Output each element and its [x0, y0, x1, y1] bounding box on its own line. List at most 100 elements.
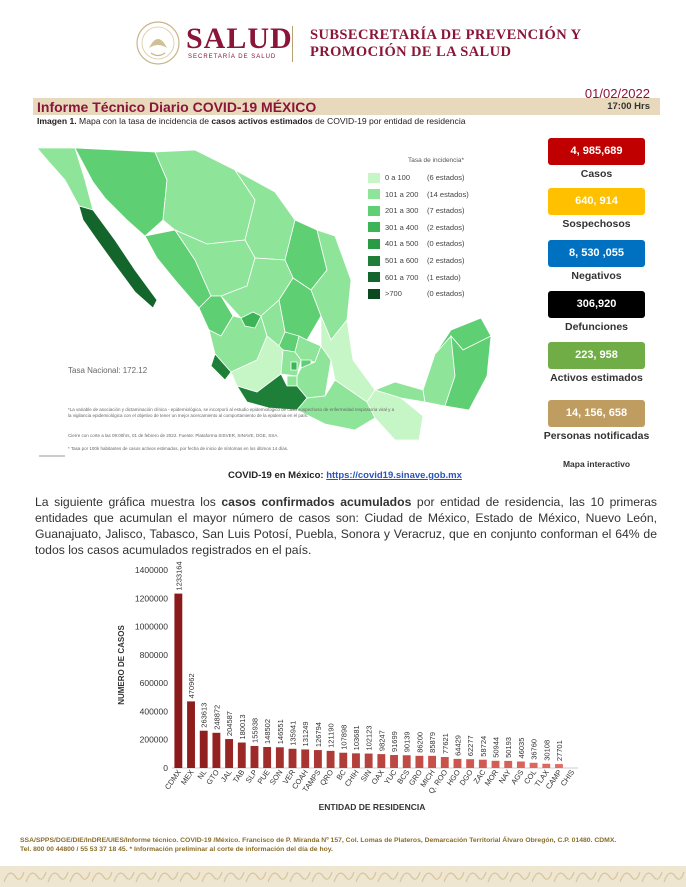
stat-label: Casos: [580, 168, 613, 180]
legend-range: 601 a 700: [385, 272, 419, 282]
bar-value-label: 135941: [289, 721, 298, 746]
x-tick-label: CHIS: [559, 768, 577, 788]
chart-bar: [199, 730, 208, 768]
y-tick-label: 0: [163, 763, 168, 773]
footer-line-2: Tel. 800 00 44800 / 55 53 37 18 45. * In…: [20, 846, 333, 853]
stat-value: 223, 958: [548, 342, 645, 369]
chart-bar: [453, 758, 462, 768]
legend-swatch: [368, 172, 380, 183]
bar-value-label: 90139: [403, 731, 412, 752]
mexico-incidence-map[interactable]: [35, 140, 540, 460]
legend-count: (0 estados): [427, 289, 465, 299]
legend-row: 501 a 600 (2 estados): [368, 254, 465, 267]
chart-bar: [529, 762, 538, 768]
legend-range: 0 a 100: [385, 173, 411, 182]
x-tick-label: JAL: [219, 768, 234, 784]
cases-by-state-chart: 0 200000 400000 600000 800000 1000000 1200000 1…: [117, 561, 578, 812]
map-state-mor[interactable]: [286, 375, 298, 387]
map-state-bcs[interactable]: [78, 205, 158, 309]
x-tick-label: OAX: [370, 768, 386, 786]
map-state-col[interactable]: [210, 353, 232, 381]
legend-range: >700: [385, 289, 402, 299]
chart-bar: [390, 755, 398, 768]
footer-line-1: SSA/SPPS/DGE/DIE/InDRE/UIES/Informe técn…: [20, 837, 617, 844]
legend-swatch: [368, 205, 380, 216]
map-state-cdmx[interactable]: [290, 361, 298, 371]
legend-range: 401 a 500: [385, 239, 419, 249]
legend-row: 201 a 300 (7 estados): [368, 204, 465, 217]
legend-range: 501 a 600: [385, 256, 419, 265]
bar-value-label: 64429: [453, 735, 462, 756]
chart-bar: [491, 760, 500, 768]
map-state-chih[interactable]: [154, 149, 256, 245]
chart-bar: [428, 755, 437, 768]
legend-row: 601 a 700 (1 estado): [368, 271, 461, 284]
chart-bar: [263, 746, 272, 768]
stat-value: 306,920: [548, 291, 645, 318]
chart-bars: 1233164 470962 263613 248872 204587 180013 155…: [174, 561, 564, 768]
map-state-ags[interactable]: [240, 311, 262, 329]
subsecretaria-title: SUBSECRETARÍA DE PREVENCIÓN Y PROMOCIÓN …: [310, 27, 600, 61]
chart-bar: [478, 759, 487, 768]
chart-bar: [402, 755, 411, 768]
chart-bar: [504, 760, 513, 768]
report-title: Informe Técnico Diario COVID-19 MÉXICO: [37, 99, 317, 115]
tasa-nacional: Tasa Nacional: 172.12: [68, 366, 148, 375]
chart-bar: [237, 742, 246, 768]
x-tick-label: QRO: [318, 768, 335, 787]
y-tick-label: 800000: [140, 650, 169, 660]
y-tick-label: 400000: [140, 706, 169, 716]
legend-count: (7 estados): [427, 206, 465, 216]
subsecretaria-line1: SUBSECRETARÍA DE PREVENCIÓN Y: [310, 27, 582, 43]
legend-swatch: [368, 238, 380, 249]
bar-value-label: 98247: [377, 730, 386, 751]
bar-value-label: 146551: [276, 719, 285, 744]
legend-swatch: [368, 288, 380, 299]
chart-bar: [313, 750, 322, 768]
covid-link[interactable]: https://covid19.sinave.gob.mx: [326, 470, 462, 481]
chart-bar: [275, 747, 284, 768]
chart-bar: [288, 748, 297, 768]
chart-bar: [466, 759, 475, 768]
legend-row: 0 a 100 (6 estados): [368, 171, 465, 184]
bar-value-label: 27701: [555, 740, 564, 761]
stat-value: 640, 914: [548, 188, 645, 215]
chart-x-label: ENTIDAD DE RESIDENCIA: [319, 802, 426, 812]
chart-bar: [225, 739, 234, 768]
chart-bar: [542, 763, 551, 768]
y-tick-label: 600000: [140, 678, 169, 688]
legend-count: (2 estados): [427, 256, 465, 265]
map-state-gro[interactable]: [236, 373, 308, 411]
chart-bar: [555, 764, 563, 768]
bar-value-label: 263613: [200, 703, 209, 728]
bar-value-label: 30108: [542, 740, 551, 761]
legend-row: >700 (0 estados): [368, 287, 465, 300]
bar-value-label: 50944: [492, 737, 501, 758]
x-tick-label: YUC: [382, 768, 399, 787]
mapa-interactivo-link[interactable]: Mapa interactivo: [562, 459, 631, 469]
stat-label: Personas notificadas: [543, 430, 650, 442]
x-tick-label: SON: [268, 768, 285, 786]
x-tick-label: MEX: [179, 768, 196, 786]
subsecretaria-line2: PROMOCIÓN DE LA SALUD: [310, 44, 512, 60]
chart-bar: [377, 754, 386, 768]
stat-label: Defunciones: [564, 321, 628, 333]
legend-swatch: [368, 222, 380, 233]
stat-value: 4, 985,689: [548, 138, 645, 165]
bar-value-label: 148502: [263, 719, 272, 744]
legend-swatch: [368, 189, 380, 200]
y-tick-label: 1200000: [135, 593, 168, 603]
stat-value: 8, 530 ,055: [548, 240, 645, 267]
bar-value-label: 102123: [365, 726, 374, 751]
chart-bar: [440, 757, 449, 768]
map-state-qroo[interactable]: [444, 334, 492, 411]
bar-value-label: 77621: [441, 733, 450, 754]
image-caption: Imagen 1. Mapa con la tasa de incidencia…: [37, 116, 466, 126]
bar-value-label: 1233164: [174, 561, 183, 590]
chart-bar: [339, 752, 348, 768]
legend-swatch: [368, 272, 380, 283]
chart-bar: [364, 753, 373, 768]
chart-bar: [187, 701, 195, 768]
chart-y-label: NUMERO DE CASOS: [117, 625, 126, 705]
legend-count: (0 estados): [427, 239, 465, 249]
